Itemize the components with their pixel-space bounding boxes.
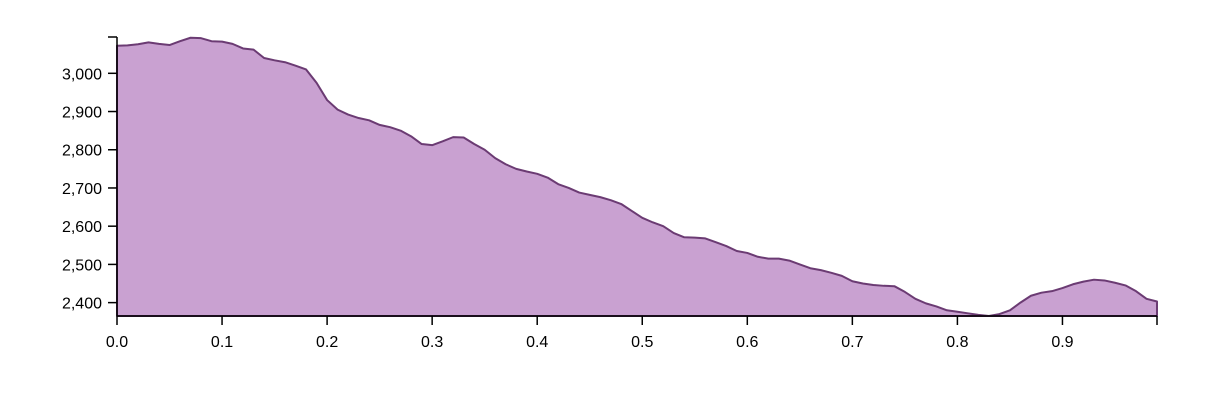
- x-tick-label: 0.9: [1051, 334, 1073, 351]
- y-tick-label: 2,400: [62, 296, 102, 313]
- x-tick-label: 0.2: [316, 334, 338, 351]
- x-tick-label: 0.8: [946, 334, 968, 351]
- y-tick-label: 2,700: [62, 181, 102, 198]
- x-axis: 0.0 0.1 0.2 0.3 0.4 0.5 0.6 0.7 0.8 0.9: [106, 315, 1158, 351]
- y-tick-label: 2,900: [62, 105, 102, 122]
- x-tick-label: 0.4: [526, 334, 548, 351]
- x-tick-label: 0.5: [631, 334, 653, 351]
- x-tick-label: 0.0: [106, 334, 128, 351]
- area-series-0: [116, 36, 1158, 317]
- x-tick-label: 0.1: [211, 334, 233, 351]
- y-axis: 2,400 2,500 2,600 2,700 2,800 2,900 3,000: [62, 36, 118, 316]
- x-tick-label: 0.6: [736, 334, 758, 351]
- y-tick-label: 2,800: [62, 143, 102, 160]
- y-tick-label: 2,600: [62, 219, 102, 236]
- x-tick-label: 0.3: [421, 334, 443, 351]
- plot-area: [116, 36, 1158, 317]
- y-tick-label: 3,000: [62, 66, 102, 83]
- x-tick-label: 0.7: [841, 334, 863, 351]
- y-tick-label: 2,500: [62, 257, 102, 274]
